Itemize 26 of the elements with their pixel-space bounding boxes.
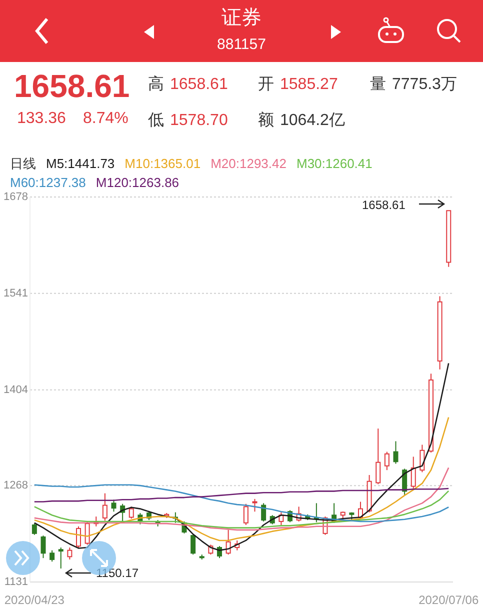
text: 开 1585.27 [258,76,338,93]
text: 低 1578.70 [148,112,228,129]
annotation: 1150.17 [96,566,138,580]
x-tick-label: 2020/04/23 [4,593,65,605]
y-tick-label: 1541 [4,287,28,300]
y-tick-label: 1268 [4,480,28,492]
text: M30:1260.41 [296,155,374,173]
y-tick-label: 1404 [4,384,28,396]
text: M60:1237.38 [10,174,86,192]
text: 1658.61 [14,68,130,104]
annotation: 1658.61 [362,198,406,212]
text: 额 1064.2亿 [258,112,345,129]
chart-title: 证券 [220,6,262,31]
text: 8.74% [83,110,128,127]
x-tick-label: 2020/07/06 [418,593,479,605]
text: M120:1263.86 [96,174,180,192]
chart-subtitle: 881157 [216,36,267,53]
text: 133.36 [17,110,66,127]
text: M10:1365.01 [124,155,201,173]
legend-title: 日线 [10,155,36,173]
y-tick-label: 1131 [4,576,28,588]
text: 高 1658.61 [148,76,228,93]
text: M20:1293.42 [210,155,286,173]
text: M5:1441.73 [46,155,115,173]
y-tick-label: 1678 [4,191,28,203]
text: 量 7775.3万 [370,76,457,93]
